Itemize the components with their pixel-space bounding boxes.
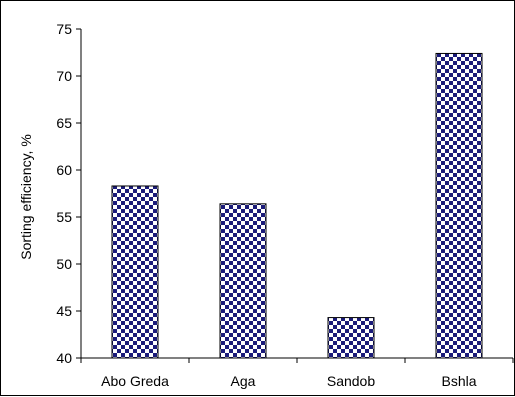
bars-layer	[111, 52, 483, 359]
y-axis-title: Sorting efficiency, %	[18, 134, 34, 260]
x-tick-label: Bshla	[441, 373, 476, 389]
x-tick-label: Abo Greda	[101, 373, 169, 389]
y-tick-label: 75	[56, 21, 72, 37]
bar-bshla	[435, 52, 483, 359]
x-tick-label: Aga	[231, 373, 256, 389]
x-tick-label: Sandob	[327, 373, 375, 389]
bar-aga	[219, 203, 267, 359]
x-ticks: Abo Greda Aga Sandob Bshla	[80, 358, 514, 389]
y-tick-label: 65	[56, 115, 72, 131]
y-tick-label: 50	[56, 256, 72, 272]
y-tick-label: 55	[56, 209, 72, 225]
y-tick-label: 70	[56, 68, 72, 84]
y-tick-label: 60	[56, 162, 72, 178]
y-ticks: 40 45 50 55 60 65 70 75	[56, 21, 81, 366]
y-tick-label: 40	[56, 350, 72, 366]
y-tick-label: 45	[56, 303, 72, 319]
bar-abo-greda	[111, 185, 159, 359]
bar-sandob	[327, 317, 375, 359]
